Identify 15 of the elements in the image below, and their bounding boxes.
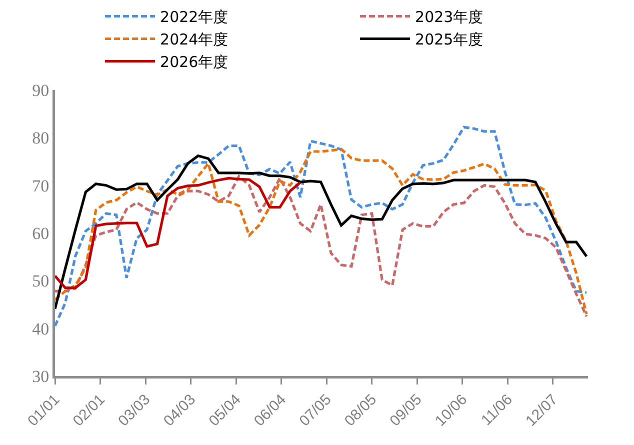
- legend-label: 2022年度: [160, 8, 228, 26]
- y-tick-label: 70: [32, 176, 50, 196]
- y-tick-label: 80: [32, 128, 50, 148]
- y-tick-label: 30: [32, 366, 50, 386]
- line-series: [55, 174, 588, 318]
- legend-label: 2023年度: [415, 8, 484, 26]
- y-tick-label: 50: [32, 272, 50, 291]
- y-tick-label: 40: [32, 319, 50, 338]
- y-tick-label: 90: [32, 80, 50, 100]
- y-tick-label: 60: [32, 224, 50, 243]
- legend-label: 2026年度: [160, 53, 228, 72]
- legend-label: 2024年度: [160, 30, 228, 49]
- line-series: [55, 176, 302, 290]
- line-series: [55, 126, 588, 328]
- legend-label: 2025年度: [415, 30, 484, 49]
